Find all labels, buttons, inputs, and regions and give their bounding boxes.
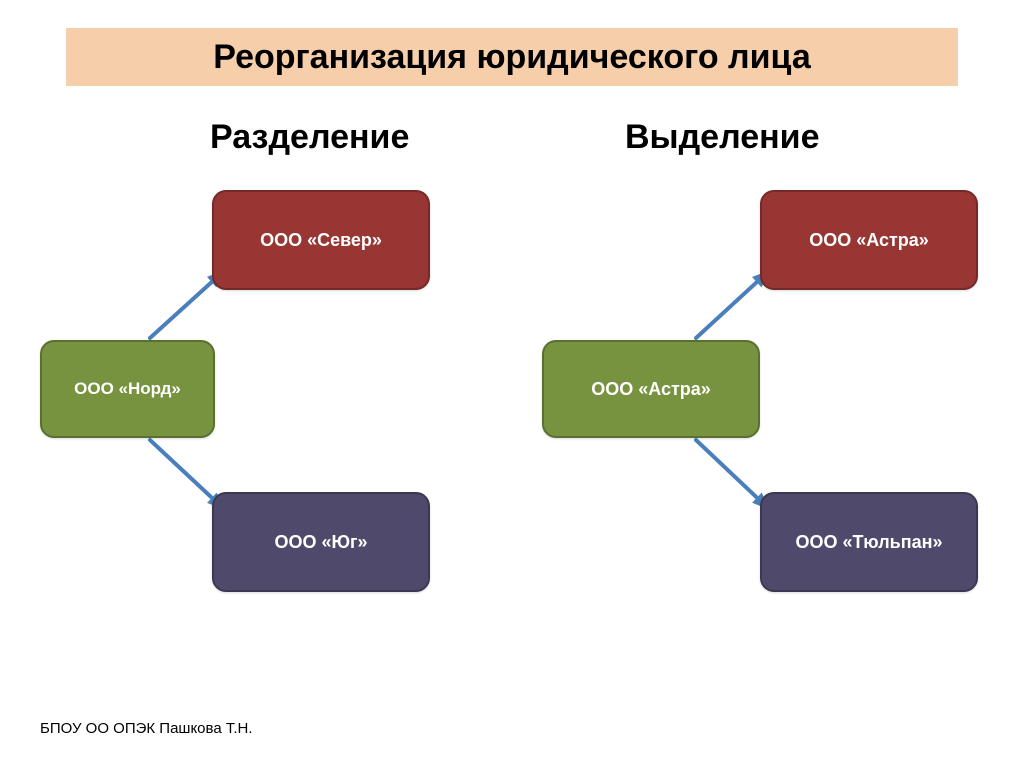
node-yug-label: ООО «Юг» [274, 532, 367, 553]
node-tulpan-label: ООО «Тюльпан» [796, 532, 943, 553]
node-nord: ООО «Норд» [40, 340, 215, 438]
title-bar: Реорганизация юридического лица [66, 28, 958, 86]
subheading-right-text: Выделение [625, 118, 820, 156]
node-astra-result-label: ООО «Астра» [809, 230, 929, 251]
node-astra-source: ООО «Астра» [542, 340, 760, 438]
footer-text: БПОУ ОО ОПЭК Пашкова Т.Н. [40, 720, 253, 737]
node-astra-result: ООО «Астра» [760, 190, 978, 290]
subheading-right: Выделение [625, 118, 820, 157]
footer-credit: БПОУ ОО ОПЭК Пашкова Т.Н. [40, 720, 253, 737]
node-astra-source-label: ООО «Астра» [591, 379, 711, 400]
subheading-left: Разделение [210, 118, 409, 157]
node-yug: ООО «Юг» [212, 492, 430, 592]
node-nord-label: ООО «Норд» [74, 379, 181, 399]
page-title: Реорганизация юридического лица [213, 38, 811, 77]
node-sever-label: ООО «Север» [260, 230, 382, 251]
subheading-left-text: Разделение [210, 118, 409, 156]
node-sever: ООО «Север» [212, 190, 430, 290]
node-tulpan: ООО «Тюльпан» [760, 492, 978, 592]
